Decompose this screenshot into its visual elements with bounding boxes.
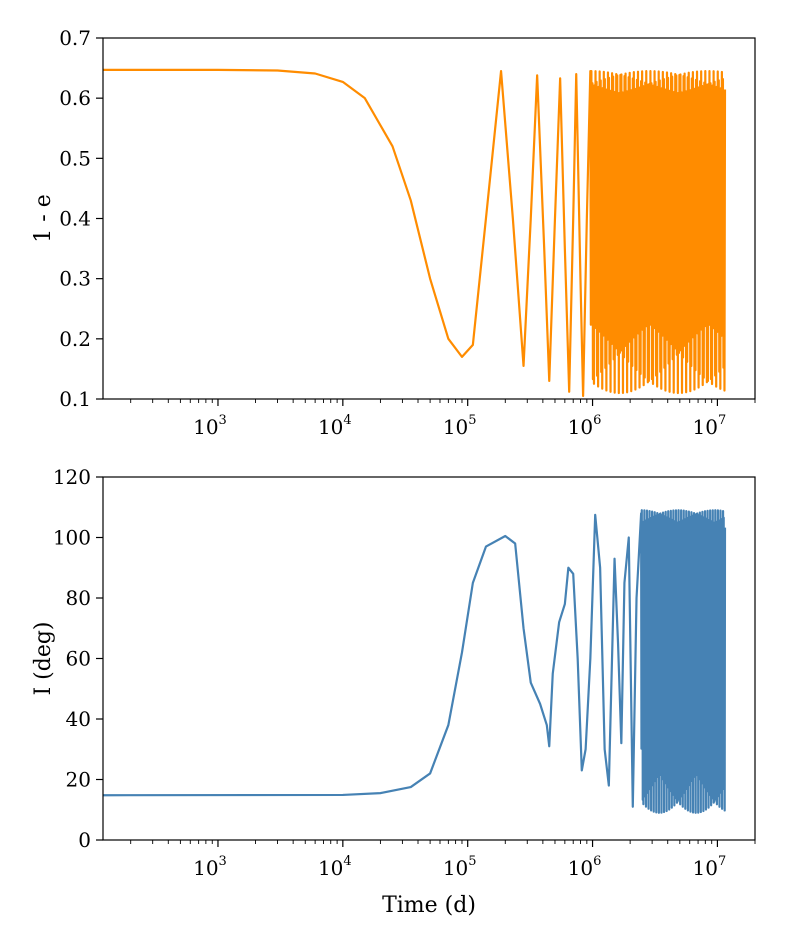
y-tick-label: 40 — [66, 707, 91, 731]
y-axis-label: 1 - e — [31, 194, 56, 242]
y-tick-label: 20 — [66, 768, 91, 792]
y-tick-label: 0.4 — [59, 207, 91, 231]
x-tick-label: 106 — [568, 854, 602, 880]
series-line-eccentricity — [103, 68, 727, 398]
y-tick-label: 100 — [53, 526, 91, 550]
y-tick-label: 80 — [66, 586, 91, 610]
x-tick-label: 107 — [693, 854, 727, 880]
x-tick-label: 105 — [443, 854, 477, 880]
y-tick-label: 0.5 — [59, 146, 91, 170]
y-axis-label: I (deg) — [31, 621, 56, 695]
y-tick-label: 0.6 — [59, 86, 91, 110]
x-tick-label: 105 — [443, 413, 477, 439]
y-tick-label: 0.3 — [59, 267, 91, 291]
x-tick-label: 107 — [693, 413, 727, 439]
panel-inclination: 0 20 40 60 80 100 120 103 104 105 106 107 I (deg) Tim… — [31, 465, 756, 918]
x-axis-label: Time (d) — [382, 893, 476, 918]
x-tick-label: 106 — [568, 413, 602, 439]
y-tick-label: 0 — [78, 828, 91, 852]
x-tick-label: 103 — [193, 413, 227, 439]
panel-eccentricity: 0.1 0.2 0.3 0.4 0.5 0.6 0.7 103 104 105 106 107 1 - … — [31, 26, 756, 439]
x-tick-label: 103 — [193, 854, 227, 880]
y-tick-label: 0.7 — [59, 26, 91, 50]
x-tick-label: 104 — [318, 854, 352, 880]
y-tick-label: 0.2 — [59, 327, 91, 351]
series-line-inclination — [103, 509, 727, 814]
x-tick-label: 104 — [318, 413, 352, 439]
y-tick-label: 60 — [66, 647, 91, 671]
y-tick-label: 0.1 — [59, 387, 91, 411]
y-tick-label: 120 — [53, 465, 91, 489]
